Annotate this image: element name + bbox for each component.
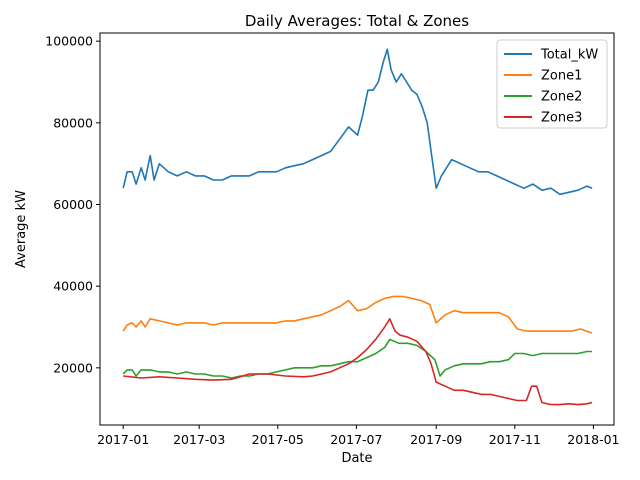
x-axis: 2017-01 2017-03 2017-05 2017-07 2017-09 2017-…: [97, 425, 620, 447]
series-line-zone1: [122, 295, 593, 334]
x-axis-label: Date: [341, 451, 372, 466]
x-tick-label: 2017-05: [252, 432, 304, 447]
y-tick-label: 20000: [53, 360, 93, 375]
series-line-zone2: [122, 338, 593, 379]
legend-label-total-kw: Total_kW: [540, 48, 598, 63]
series-line-total-kw: [122, 48, 593, 196]
plot-frame: [99, 32, 615, 426]
x-tick-label: 2017-03: [173, 432, 225, 447]
legend-box: [496, 39, 608, 129]
y-axis-label: Average kW: [14, 190, 29, 268]
series-layer: [122, 48, 593, 406]
y-tick-label: 60000: [53, 197, 93, 212]
y-axis: 20000 40000 60000 80000 100000: [45, 34, 100, 375]
legend-label-zone2: Zone2: [541, 90, 582, 105]
y-tick-label: 100000: [45, 34, 93, 49]
legend-label-zone1: Zone1: [541, 69, 582, 84]
chart-title: Daily Averages: Total & Zones: [245, 12, 469, 30]
legend-label-zone3: Zone3: [541, 111, 582, 126]
y-tick-label: 40000: [53, 279, 93, 294]
x-tick-label: 2017-01: [97, 432, 149, 447]
y-tick-label: 80000: [53, 115, 93, 130]
legend: Total_kW Zone1 Zone2 Zone3: [496, 39, 608, 129]
x-tick-label: 2017-07: [330, 432, 382, 447]
x-tick-label: 2017-11: [489, 432, 541, 447]
x-tick-label: 2018-01: [567, 432, 619, 447]
series-line-zone3: [123, 318, 593, 406]
x-tick-label: 2017-09: [410, 432, 462, 447]
